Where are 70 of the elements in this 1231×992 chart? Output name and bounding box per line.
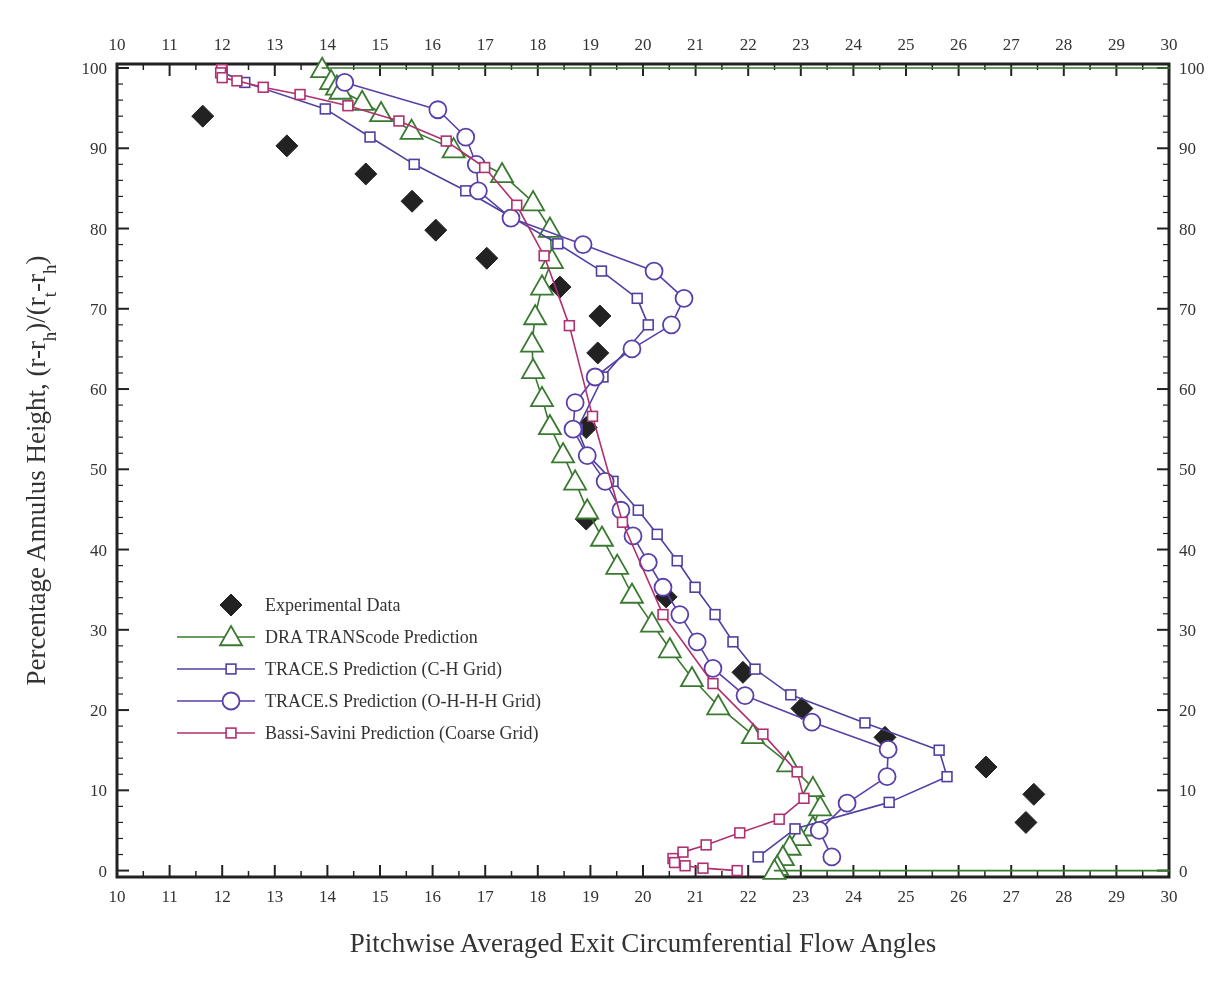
x2-tick-label: 24 bbox=[844, 35, 863, 54]
y-tick-label: 80 bbox=[90, 219, 107, 239]
x2-tick-label: 26 bbox=[950, 35, 968, 54]
y-tick-label: 100 bbox=[81, 59, 107, 79]
y-tick-label: 70 bbox=[90, 299, 107, 319]
legend-label: TRACE.S Prediction (O-H-H-H Grid) bbox=[265, 691, 541, 712]
x2-tick-label: 18 bbox=[529, 35, 547, 54]
x-axis-title: Pitchwise Averaged Exit Circumferential Flow Angles bbox=[349, 928, 937, 958]
x-tick-label: 12 bbox=[213, 887, 231, 906]
x-tick-label: 30 bbox=[1160, 887, 1178, 906]
x2-tick-label: 27 bbox=[1002, 35, 1021, 54]
x-tick-label: 17 bbox=[476, 887, 495, 906]
x2-tick-label: 14 bbox=[318, 35, 337, 54]
y2-tick-label: 10 bbox=[1179, 781, 1196, 801]
x-tick-label: 11 bbox=[161, 887, 178, 906]
y-tick-label: 10 bbox=[90, 781, 107, 801]
x2-tick-label: 11 bbox=[161, 35, 178, 54]
y-tick-label: 30 bbox=[90, 620, 107, 640]
legend-label: DRA TRANScode Prediction bbox=[265, 627, 478, 647]
legend-label: TRACE.S Prediction (C-H Grid) bbox=[265, 659, 502, 680]
x-tick-label: 10 bbox=[108, 887, 126, 906]
x2-tick-label: 16 bbox=[424, 35, 442, 54]
x2-tick-label: 29 bbox=[1107, 35, 1125, 54]
y2-tick-label: 70 bbox=[1179, 299, 1196, 319]
x-tick-label: 19 bbox=[581, 887, 599, 906]
x2-tick-label: 22 bbox=[739, 35, 757, 54]
x2-tick-label: 19 bbox=[581, 35, 599, 54]
y-tick-label: 40 bbox=[90, 540, 107, 560]
legend-label: Bassi-Savini Prediction (Coarse Grid) bbox=[265, 723, 539, 744]
legend-label: Experimental Data bbox=[265, 595, 401, 615]
x-tick-label: 21 bbox=[687, 887, 705, 906]
x-tick-label: 23 bbox=[792, 887, 810, 906]
y2-tick-label: 100 bbox=[1179, 59, 1205, 79]
x2-tick-label: 17 bbox=[476, 35, 495, 54]
x-tick-label: 15 bbox=[371, 887, 389, 906]
y2-tick-label: 40 bbox=[1179, 540, 1196, 560]
x2-tick-label: 15 bbox=[371, 35, 389, 54]
y-tick-label: 20 bbox=[90, 701, 107, 721]
x2-tick-label: 25 bbox=[897, 35, 915, 54]
x-tick-label: 16 bbox=[424, 887, 442, 906]
y2-tick-label: 60 bbox=[1179, 380, 1196, 400]
x2-tick-label: 23 bbox=[792, 35, 810, 54]
x-tick-label: 26 bbox=[950, 887, 968, 906]
x-tick-label: 20 bbox=[634, 887, 652, 906]
x-tick-label: 24 bbox=[844, 887, 863, 906]
x-tick-label: 14 bbox=[318, 887, 337, 906]
y2-tick-label: 50 bbox=[1179, 460, 1196, 480]
y-tick-label: 50 bbox=[90, 460, 107, 480]
y-tick-label: 90 bbox=[90, 139, 107, 159]
x2-tick-label: 13 bbox=[266, 35, 284, 54]
y2-tick-label: 80 bbox=[1179, 219, 1196, 239]
y2-tick-label: 30 bbox=[1179, 620, 1196, 640]
x-tick-label: 25 bbox=[897, 887, 915, 906]
x2-tick-label: 28 bbox=[1055, 35, 1073, 54]
y2-tick-label: 90 bbox=[1179, 139, 1196, 159]
x-tick-label: 29 bbox=[1107, 887, 1125, 906]
x2-tick-label: 10 bbox=[108, 35, 126, 54]
y2-tick-label: 0 bbox=[1179, 861, 1188, 881]
y2-tick-label: 20 bbox=[1179, 701, 1196, 721]
x-tick-label: 28 bbox=[1055, 887, 1073, 906]
x-tick-label: 18 bbox=[529, 887, 547, 906]
y-tick-label: 60 bbox=[90, 380, 107, 400]
x2-tick-label: 21 bbox=[687, 35, 705, 54]
x2-tick-label: 20 bbox=[634, 35, 652, 54]
x-tick-label: 27 bbox=[1002, 887, 1021, 906]
x-tick-label: 13 bbox=[266, 887, 284, 906]
x2-tick-label: 30 bbox=[1160, 35, 1178, 54]
y-tick-label: 0 bbox=[98, 861, 107, 881]
x-tick-label: 22 bbox=[739, 887, 757, 906]
x2-tick-label: 12 bbox=[213, 35, 231, 54]
